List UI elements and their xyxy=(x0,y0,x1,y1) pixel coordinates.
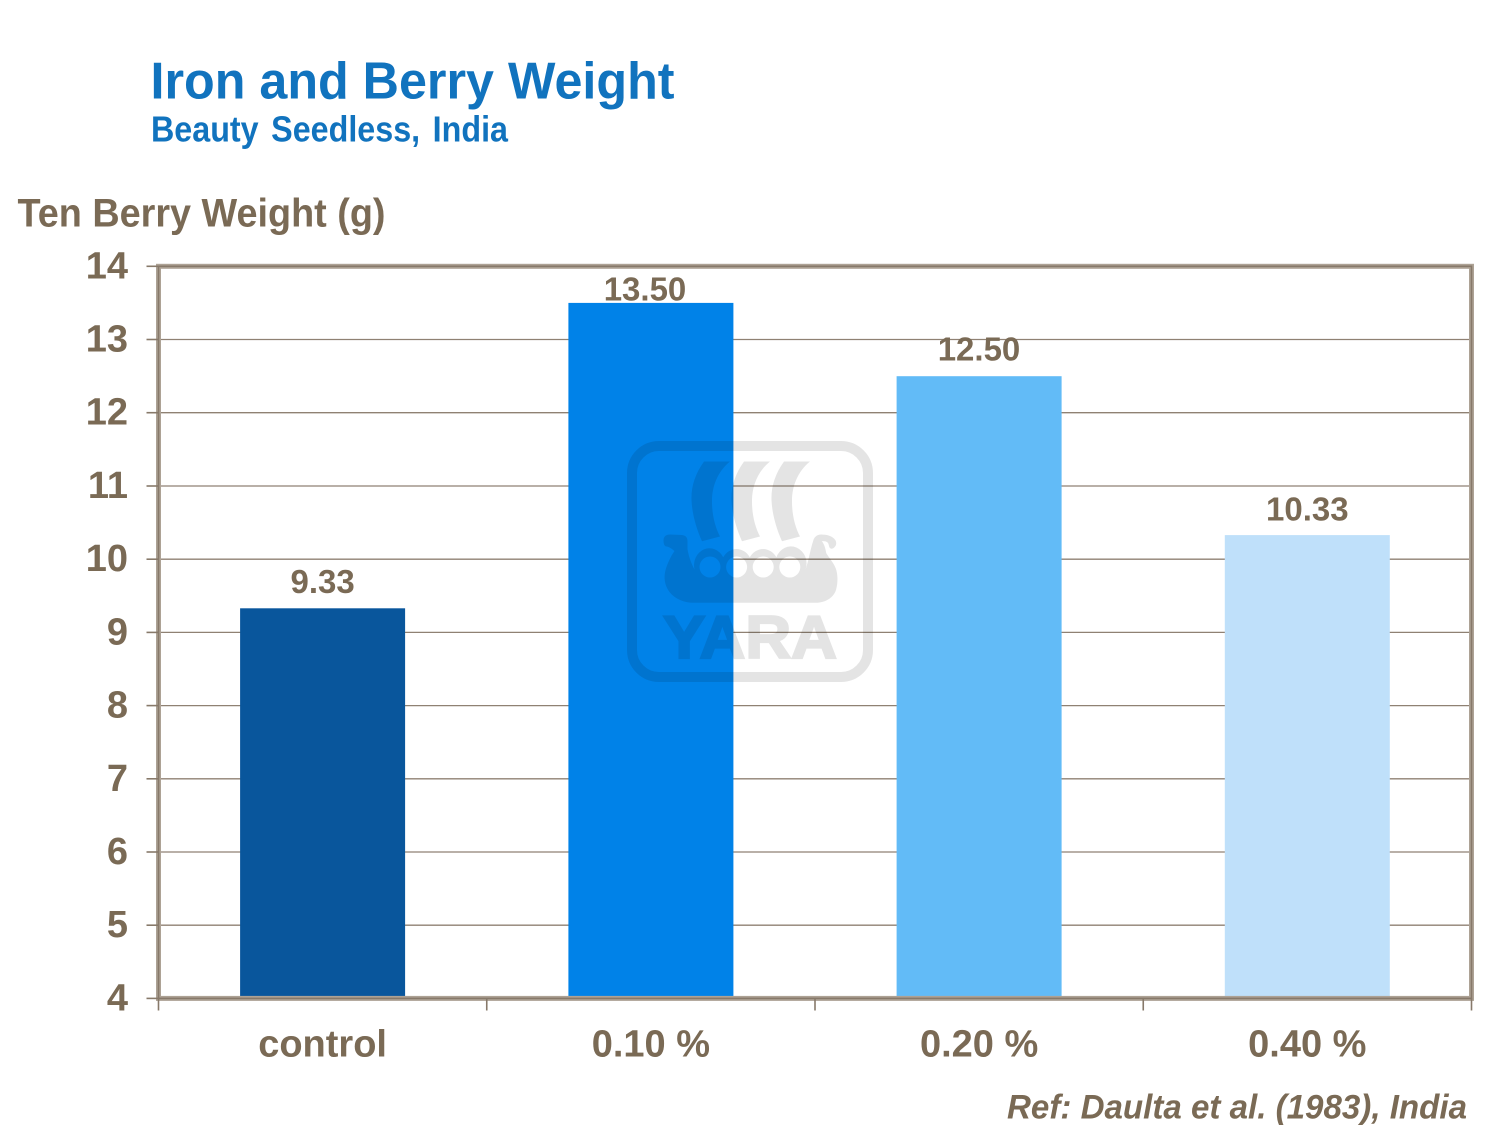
svg-text:10: 10 xyxy=(86,538,128,580)
svg-text:Beauty Seedless, India: Beauty Seedless, India xyxy=(151,109,509,150)
svg-text:Iron and Berry Weight: Iron and Berry Weight xyxy=(151,53,675,111)
svg-text:6: 6 xyxy=(107,831,128,873)
svg-text:14: 14 xyxy=(86,245,128,287)
svg-text:12: 12 xyxy=(86,392,128,434)
svg-text:12.50: 12.50 xyxy=(938,331,1021,368)
svg-text:10.33: 10.33 xyxy=(1266,491,1349,528)
svg-text:13.50: 13.50 xyxy=(604,271,687,308)
svg-text:Ten Berry Weight (g): Ten Berry Weight (g) xyxy=(18,192,386,236)
svg-text:11: 11 xyxy=(88,465,128,507)
svg-text:0.10 %: 0.10 % xyxy=(592,1023,710,1065)
svg-text:0.20 %: 0.20 % xyxy=(920,1023,1038,1065)
svg-text:9: 9 xyxy=(107,611,128,653)
svg-text:7: 7 xyxy=(107,758,128,800)
svg-text:0.40 %: 0.40 % xyxy=(1248,1023,1366,1065)
svg-text:4: 4 xyxy=(107,977,128,1019)
svg-text:Ref: Daulta et al. (1983), Ind: Ref: Daulta et al. (1983), India xyxy=(1007,1089,1467,1125)
svg-text:control: control xyxy=(258,1023,387,1065)
svg-text:9.33: 9.33 xyxy=(290,563,354,600)
svg-text:5: 5 xyxy=(107,904,128,946)
svg-text:13: 13 xyxy=(86,319,128,361)
svg-text:YARA: YARA xyxy=(663,604,837,671)
svg-text:8: 8 xyxy=(107,685,128,727)
